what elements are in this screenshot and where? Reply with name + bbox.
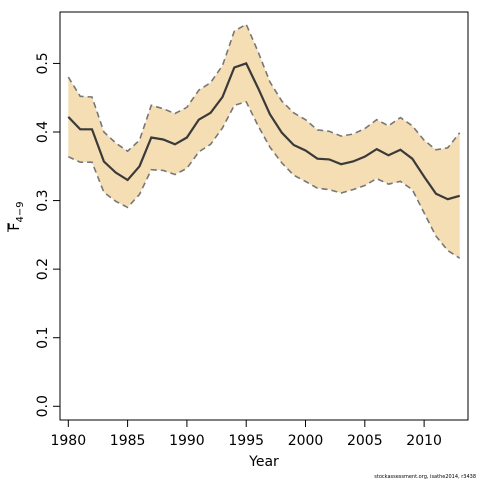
- y-tick-label: 0.0: [35, 395, 51, 417]
- upper-bound-line: [67, 23, 461, 153]
- y-tick-label: 0.5: [35, 52, 51, 74]
- x-tick-label: 1990: [169, 433, 205, 449]
- x-tick-label: 1980: [50, 433, 86, 449]
- svg-text:F4−9: F4−9: [7, 201, 26, 230]
- y-tick-label: 0.2: [35, 258, 51, 280]
- x-tick-label: 1995: [228, 433, 264, 449]
- y-tick-label: 0.4: [35, 121, 51, 143]
- x-tick-label: 1985: [110, 433, 146, 449]
- y-axis-title: F4−9: [7, 201, 26, 232]
- confidence-band: [68, 24, 460, 259]
- x-tick-label: 2005: [347, 433, 383, 449]
- x-axis: 1980 1985 1990 1995 2000 2005 2010: [50, 419, 442, 449]
- y-tick-label: 0.3: [35, 189, 51, 211]
- x-axis-title: Year: [248, 454, 279, 470]
- lower-bound-line: [67, 100, 461, 259]
- footer-credit: stockassessment.org, isathe2014, r3438: [374, 474, 476, 480]
- x-tick-label: 2000: [288, 433, 324, 449]
- y-axis-title-main: F: [7, 223, 23, 231]
- y-axis-title-subscript: 4−9: [15, 201, 26, 222]
- y-tick-label: 0.1: [35, 327, 51, 349]
- estimate-line: [67, 62, 461, 201]
- y-axis: 0.0 0.1 0.2 0.3 0.4 0.5: [35, 52, 61, 417]
- x-tick-label: 2010: [406, 433, 442, 449]
